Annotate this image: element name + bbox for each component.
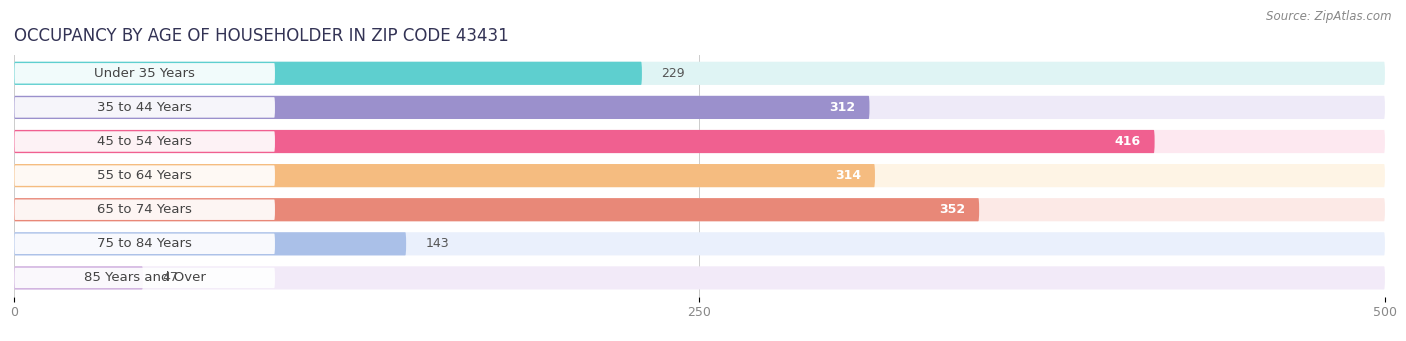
FancyBboxPatch shape [14,96,1385,119]
FancyBboxPatch shape [14,268,276,288]
FancyBboxPatch shape [14,62,643,85]
Text: OCCUPANCY BY AGE OF HOUSEHOLDER IN ZIP CODE 43431: OCCUPANCY BY AGE OF HOUSEHOLDER IN ZIP C… [14,27,509,45]
FancyBboxPatch shape [14,165,276,186]
FancyBboxPatch shape [14,130,1385,153]
FancyBboxPatch shape [14,164,875,187]
FancyBboxPatch shape [14,266,143,290]
Text: 47: 47 [162,271,179,284]
FancyBboxPatch shape [14,266,1385,290]
FancyBboxPatch shape [14,234,276,254]
FancyBboxPatch shape [14,232,406,255]
FancyBboxPatch shape [14,198,1385,221]
Text: 143: 143 [426,237,449,250]
FancyBboxPatch shape [14,164,1385,187]
FancyBboxPatch shape [14,62,1385,85]
Text: Under 35 Years: Under 35 Years [94,67,195,80]
Text: Source: ZipAtlas.com: Source: ZipAtlas.com [1267,10,1392,23]
Text: 416: 416 [1115,135,1140,148]
Text: 55 to 64 Years: 55 to 64 Years [97,169,193,182]
FancyBboxPatch shape [14,232,1385,255]
Text: 75 to 84 Years: 75 to 84 Years [97,237,193,250]
FancyBboxPatch shape [14,131,276,152]
Text: 312: 312 [830,101,856,114]
FancyBboxPatch shape [14,97,276,118]
Text: 229: 229 [661,67,685,80]
Text: 35 to 44 Years: 35 to 44 Years [97,101,193,114]
FancyBboxPatch shape [14,199,276,220]
FancyBboxPatch shape [14,63,276,84]
Text: 65 to 74 Years: 65 to 74 Years [97,203,193,216]
Text: 352: 352 [939,203,966,216]
FancyBboxPatch shape [14,130,1154,153]
Text: 85 Years and Over: 85 Years and Over [84,271,205,284]
FancyBboxPatch shape [14,198,979,221]
FancyBboxPatch shape [14,96,869,119]
Text: 45 to 54 Years: 45 to 54 Years [97,135,193,148]
Text: 314: 314 [835,169,862,182]
